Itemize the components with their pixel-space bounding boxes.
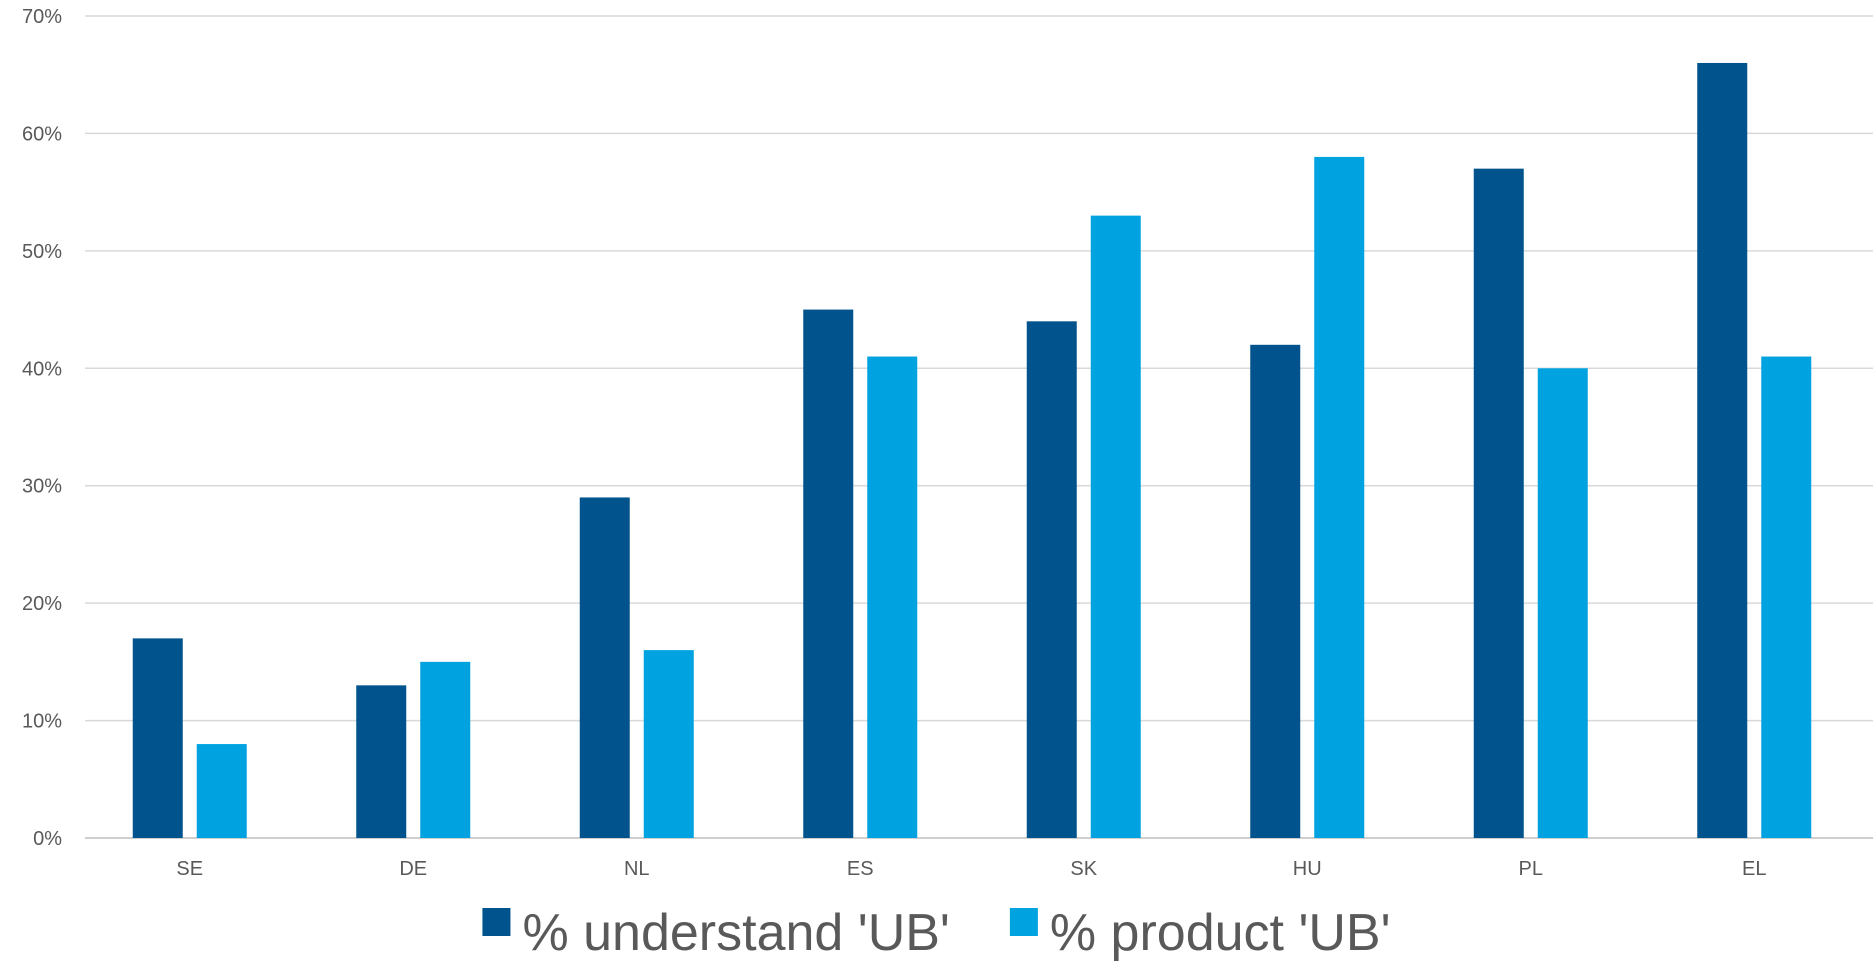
bar-se-series-1 <box>132 638 183 838</box>
bar-de-series-2 <box>420 661 471 838</box>
bars <box>132 62 1812 839</box>
bar-sk-series-1 <box>1026 321 1077 838</box>
bar-es-series-1 <box>803 309 854 839</box>
y-tick-label: 50% <box>22 241 62 263</box>
y-axis-tick-labels: 0% 10% 20% 30% 40% 50% 60% 70% <box>22 6 62 850</box>
bar-el-series-2 <box>1761 356 1812 838</box>
bar-hu-series-1 <box>1250 344 1301 838</box>
y-tick-label: 0% <box>33 828 62 850</box>
legend-swatch <box>1009 908 1038 936</box>
x-tick-label: DE <box>399 858 427 880</box>
legend-swatch <box>482 908 511 936</box>
legend-item-1: % understand 'UB' <box>482 904 950 961</box>
bar-nl-series-1 <box>579 497 630 838</box>
bar-pl-series-1 <box>1473 168 1524 838</box>
x-tick-label: SE <box>176 858 203 880</box>
legend-label: % understand 'UB' <box>522 904 949 961</box>
x-tick-label: EL <box>1742 858 1766 880</box>
bar-el-series-1 <box>1697 62 1748 838</box>
y-tick-label: 10% <box>22 711 62 733</box>
legend-item-2: % product 'UB' <box>1009 904 1391 961</box>
y-tick-label: 40% <box>22 358 62 380</box>
x-tick-label: HU <box>1293 858 1322 880</box>
legend-label: % product 'UB' <box>1050 904 1391 961</box>
x-tick-label: NL <box>624 858 650 880</box>
legend: % understand 'UB' % product 'UB' <box>482 904 1391 961</box>
bar-hu-series-2 <box>1314 156 1365 838</box>
bar-es-series-2 <box>867 356 918 838</box>
bar-sk-series-2 <box>1090 215 1141 839</box>
x-tick-label: SK <box>1070 858 1097 880</box>
y-tick-label: 20% <box>22 593 62 615</box>
gridlines <box>85 15 1873 839</box>
x-tick-label: ES <box>847 858 874 880</box>
y-tick-label: 70% <box>22 6 62 28</box>
y-tick-label: 30% <box>22 476 62 498</box>
x-tick-label: PL <box>1519 858 1543 880</box>
y-tick-label: 60% <box>22 123 62 145</box>
bar-pl-series-2 <box>1537 368 1588 838</box>
x-axis-tick-labels: SE DE NL ES SK HU PL EL <box>176 858 1766 880</box>
bar-nl-series-2 <box>643 650 694 838</box>
bar-de-series-1 <box>356 685 407 838</box>
bar-se-series-2 <box>196 744 247 838</box>
